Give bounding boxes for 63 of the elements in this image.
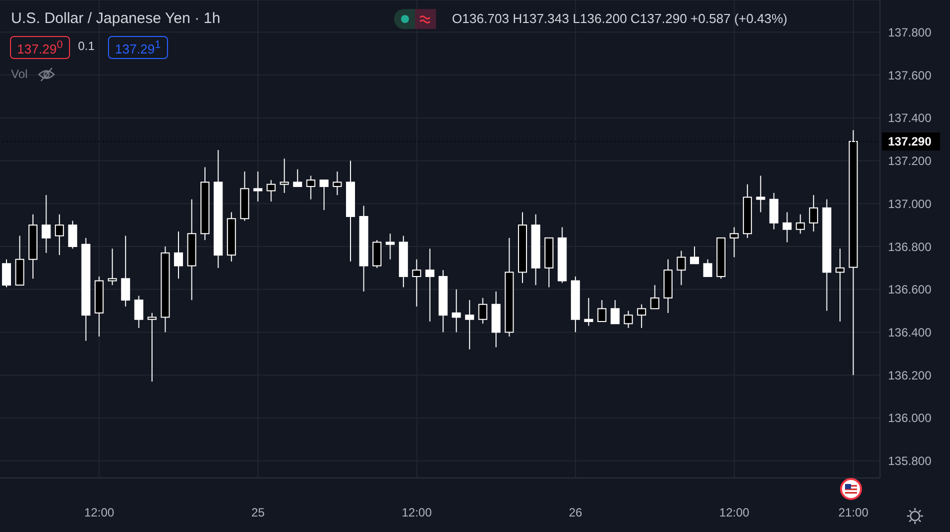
y-tick-label: 136.400	[888, 326, 932, 340]
y-tick-label: 136.000	[888, 411, 932, 426]
candlestick	[452, 288, 461, 333]
y-tick-label: 136.600	[888, 282, 932, 297]
candlestick	[253, 170, 262, 202]
candlestick	[134, 295, 144, 328]
x-tick-label: 25	[251, 506, 265, 520]
candlestick	[796, 214, 805, 234]
candlestick	[809, 194, 818, 232]
candlestick	[108, 248, 117, 286]
annotation: Vol	[11, 67, 28, 81]
x-tick-label: 21:00	[838, 506, 869, 520]
candlestick	[42, 194, 51, 254]
x-tick-label: 12:00	[402, 506, 432, 520]
candlestick	[584, 297, 594, 326]
candlestick	[836, 248, 845, 322]
candlestick	[280, 158, 289, 194]
candlestick	[624, 310, 633, 328]
y-tick-label: 137.400	[888, 111, 932, 126]
candlestick	[782, 212, 792, 243]
candlestick	[703, 258, 712, 278]
candlestick	[306, 175, 316, 200]
candlestick	[266, 180, 276, 202]
candlestick	[412, 258, 422, 308]
y-tick-label: 137.200	[888, 154, 932, 168]
candlestick	[174, 231, 183, 280]
y-tick-label: 136.200	[888, 368, 932, 382]
candlestick	[650, 284, 660, 310]
x-tick-label: 12:00	[719, 506, 750, 520]
candlestick	[425, 248, 434, 322]
candlestick	[597, 300, 606, 322]
candlestick	[372, 240, 382, 268]
candlestick	[610, 300, 620, 324]
annotation: O136.703 H137.343 L136.200 C137.290 +0.587 (+0.43%)	[452, 11, 788, 26]
candlestick	[320, 180, 329, 211]
text: U.S. Dollar / Japanese Yen · 1h	[11, 10, 220, 27]
candlestick	[690, 246, 699, 264]
candlestick	[386, 233, 395, 260]
annotation: 137.29$^{0}$	[10, 36, 70, 60]
y-tick-label: 136.800	[888, 240, 932, 254]
candlestick	[478, 297, 488, 324]
x-tick-label: 26	[568, 506, 583, 520]
candlestick	[769, 192, 778, 230]
candlestick	[332, 170, 342, 196]
ref-line-label: 137.290	[888, 134, 932, 148]
y-tick-label: 135.800	[888, 454, 932, 468]
candlestick	[637, 304, 646, 328]
candlestick	[54, 214, 64, 256]
candlestick	[676, 250, 686, 286]
candlestick	[293, 168, 302, 187]
candlestick	[730, 226, 739, 258]
y-tick-label: 137.000	[888, 196, 932, 211]
x-tick-label: 12:00	[84, 506, 115, 520]
y-tick-label: 137.600	[888, 68, 932, 82]
annotation: 0.1	[78, 39, 95, 53]
candlestick	[121, 235, 130, 308]
candlestick	[756, 175, 766, 213]
candlestick	[68, 220, 78, 250]
annotation: 137.29$^{1}$	[108, 36, 168, 60]
candlestick	[465, 300, 474, 350]
y-tick-label: 137.800	[888, 25, 932, 40]
candlestick	[2, 258, 11, 288]
candlestick	[148, 312, 157, 382]
